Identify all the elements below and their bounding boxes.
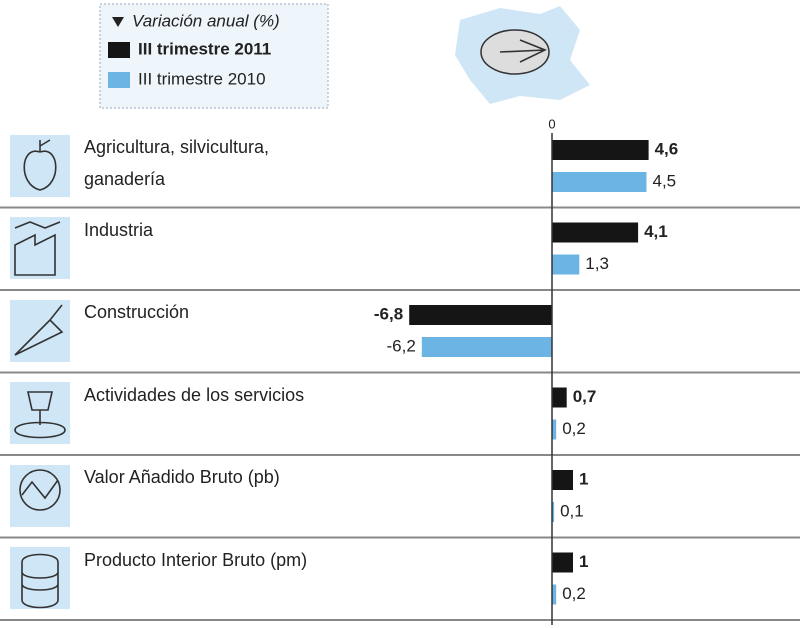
- value-label: 0,7: [573, 387, 597, 406]
- value-label: 1: [579, 552, 588, 571]
- category-label: Valor Añadido Bruto (pb): [84, 467, 280, 487]
- legend-label: III trimestre 2010: [138, 69, 266, 88]
- legend-title: Variación anual (%): [132, 11, 280, 30]
- category-label-box: Agricultura, silvicultura, ganadería: [84, 137, 270, 189]
- value-label: 0,2: [562, 419, 586, 438]
- category-label: Agricultura, silvicultura, ganadería: [84, 137, 270, 189]
- bar: [409, 305, 552, 325]
- legend-swatch: [108, 42, 130, 58]
- category-label: Producto Interior Bruto (pm): [84, 549, 308, 570]
- value-label: 1: [579, 469, 588, 488]
- value-label: 1,3: [585, 254, 609, 273]
- value-label: -6,2: [387, 336, 416, 355]
- category-label-box: Valor Añadido Bruto (pb): [84, 467, 280, 487]
- bar: [552, 222, 639, 243]
- category-label-box: Industria: [84, 219, 154, 240]
- category-label: Construcción: [84, 302, 190, 322]
- bar: [552, 254, 580, 275]
- category-label: Industria: [84, 219, 154, 240]
- category-label-box: Actividades de los servicios: [84, 384, 305, 405]
- bar: [552, 552, 573, 573]
- map-icon: [455, 6, 590, 104]
- bar: [552, 502, 555, 522]
- bar: [421, 337, 552, 357]
- category-label-box: Producto Interior Bruto (pm): [84, 549, 308, 570]
- category-label-box: Construcción: [84, 302, 190, 322]
- value-label: 4,6: [655, 139, 679, 158]
- legend-swatch: [108, 72, 130, 88]
- legend-box: [99, 3, 329, 109]
- value-label: 0,1: [560, 501, 584, 520]
- value-label: 4,1: [644, 222, 668, 241]
- bar: [552, 419, 557, 440]
- bar: [552, 172, 647, 192]
- bar: [552, 387, 567, 408]
- legend-arrow: [112, 17, 124, 27]
- bar: [552, 470, 573, 490]
- bar: [552, 584, 557, 605]
- value-label: 4,5: [653, 171, 677, 190]
- x-tick-label: 0: [548, 116, 555, 131]
- value-label: -6,8: [374, 304, 403, 323]
- legend-label: III trimestre 2011: [138, 39, 271, 58]
- bar: [552, 140, 649, 160]
- icons: [10, 135, 70, 609]
- category-label: Actividades de los servicios: [84, 384, 305, 405]
- value-label: 0,2: [562, 584, 586, 603]
